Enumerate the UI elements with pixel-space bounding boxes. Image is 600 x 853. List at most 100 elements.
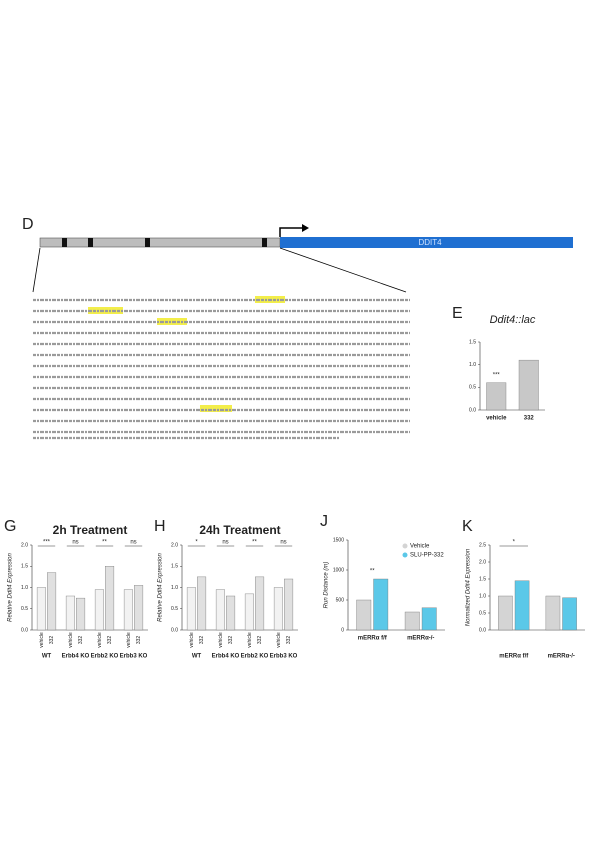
bar xyxy=(36,587,46,631)
y-axis-label: Relative Ddit4 Expression xyxy=(8,552,14,621)
y-tick-label: 1500 xyxy=(333,537,344,543)
chart-title: 24h Treatment xyxy=(199,523,280,537)
chart-title: Ddit4::lac xyxy=(490,314,536,326)
legend-entry: Vehicle xyxy=(410,544,430,550)
y-tick-label: 1.5 xyxy=(469,339,476,345)
x-tick-label: Erbb4 KO xyxy=(62,654,90,660)
x-tick-label: mERRα-/- xyxy=(548,654,575,660)
significance: ns xyxy=(280,540,286,546)
x-tick-label: Erbb3 KO xyxy=(120,654,148,660)
bar-label: vehicle xyxy=(126,632,132,648)
y-tick-label: 500 xyxy=(336,597,345,603)
bar xyxy=(545,595,561,631)
y-tick-label: 0.0 xyxy=(171,627,178,633)
y-tick-label: 0.5 xyxy=(479,610,486,616)
bar-label: 332 xyxy=(257,636,263,645)
significance: * xyxy=(513,540,516,546)
y-tick-label: 2.5 xyxy=(479,542,486,548)
bar xyxy=(255,576,265,631)
y-tick-label: 2.0 xyxy=(21,542,28,548)
y-tick-label: 0.0 xyxy=(469,407,476,413)
y-tick-label: 0.0 xyxy=(21,627,28,633)
bar-label: 332 xyxy=(199,636,205,645)
bar xyxy=(76,597,86,631)
x-tick-label: Erbb4 KO xyxy=(212,654,240,660)
tss-arrowhead xyxy=(302,224,309,232)
zoom-line xyxy=(32,247,41,293)
significance: * xyxy=(195,540,198,546)
bar-label: vehicle xyxy=(39,632,45,648)
y-axis-label: Run Distance (m) xyxy=(324,562,330,609)
legend-swatch xyxy=(402,552,408,558)
y-tick-label: 1.0 xyxy=(21,585,28,591)
significance: ** xyxy=(252,540,257,546)
bar-label: vehicle xyxy=(189,632,195,648)
significance: ns xyxy=(72,540,78,546)
element xyxy=(62,238,67,247)
bar xyxy=(105,566,115,631)
y-tick-label: 0.5 xyxy=(21,606,28,612)
x-tick-label: mERRα f/f xyxy=(499,654,529,660)
bar xyxy=(498,595,513,631)
sequence xyxy=(33,296,410,440)
significance: *** xyxy=(493,372,501,378)
panel-label: J xyxy=(320,513,328,530)
bar-label: vehicle xyxy=(218,632,224,648)
bar xyxy=(226,595,236,631)
y-axis-label: Normalized Ddit4 Expression xyxy=(466,548,472,626)
bar xyxy=(94,589,104,631)
significance: ns xyxy=(130,540,136,546)
y-tick-label: 2.0 xyxy=(171,542,178,548)
y-tick-label: 0.5 xyxy=(469,385,476,391)
bar xyxy=(421,607,437,631)
x-tick-label: vehicle xyxy=(486,416,507,422)
bar-label: 332 xyxy=(286,636,292,645)
y-tick-label: 1.5 xyxy=(21,564,28,570)
chart-title: 2h Treatment xyxy=(53,523,128,537)
bar xyxy=(273,587,283,631)
x-tick-label: mERRα f/f xyxy=(358,636,388,642)
element xyxy=(88,238,93,247)
panel-label: D xyxy=(22,216,34,233)
bar xyxy=(356,599,372,631)
significance: ns xyxy=(222,540,228,546)
bar xyxy=(123,589,133,631)
bar-label: vehicle xyxy=(97,632,103,648)
y-tick-label: 0.0 xyxy=(479,627,486,633)
x-tick-label: WT xyxy=(42,654,52,660)
y-tick-label: 2.0 xyxy=(479,559,486,565)
panel-label: K xyxy=(462,518,473,535)
y-tick-label: 1.5 xyxy=(171,564,178,570)
tss-arrow xyxy=(279,227,302,237)
bar-label: vehicle xyxy=(247,632,253,648)
bar-label: 332 xyxy=(107,636,113,645)
x-tick-label: WT xyxy=(192,654,202,660)
legend-swatch xyxy=(402,543,408,549)
panel-label: E xyxy=(452,305,463,322)
y-tick-label: 0 xyxy=(341,627,344,633)
y-tick-label: 1.0 xyxy=(171,585,178,591)
significance: *** xyxy=(43,540,51,546)
x-tick-label: Erbb2 KO xyxy=(91,654,119,660)
element xyxy=(262,238,267,247)
y-tick-label: 1.5 xyxy=(479,576,486,582)
bar xyxy=(215,589,225,631)
element xyxy=(145,238,150,247)
bar-label: 332 xyxy=(228,636,234,645)
y-axis-label: Relative Ddit4 Expression xyxy=(158,552,164,621)
bar xyxy=(186,587,196,631)
bar xyxy=(244,593,254,631)
x-tick-label: Erbb2 KO xyxy=(241,654,269,660)
y-tick-label: 0.5 xyxy=(171,606,178,612)
gene-body xyxy=(280,237,573,248)
x-tick-label: Erbb3 KO xyxy=(270,654,298,660)
bar-label: 332 xyxy=(136,636,142,645)
bar xyxy=(373,578,389,631)
bar-label: vehicle xyxy=(276,632,282,648)
y-tick-label: 1.0 xyxy=(469,362,476,368)
bar xyxy=(562,597,577,631)
bar xyxy=(65,595,75,631)
bar-label: vehicle xyxy=(68,632,74,648)
zoom-line xyxy=(279,247,407,293)
